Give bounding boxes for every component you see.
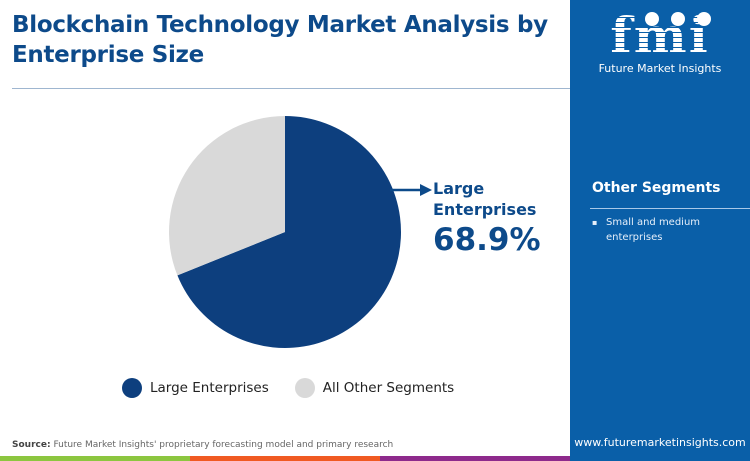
legend-label: All Other Segments [322,380,455,396]
legend-swatch [294,378,315,398]
brand-name: Future Market Insights [598,62,722,75]
pie-slice-all-other-segments [169,116,285,276]
legend-swatch [122,378,142,398]
callout-arrow-icon [390,184,432,196]
callout-label: Large Enterprises [433,179,537,219]
pie-chart [169,116,401,348]
side-panel: fmi Future Market Insights Other Segment… [570,0,750,461]
source-text: Future Market Insights' proprietary fore… [53,440,394,450]
title-divider [12,88,570,89]
callout-value: 68.9% [433,222,541,258]
source-label: Source: [12,440,51,450]
footer-bar-purple [380,456,570,461]
source-note: Source: Future Market Insights' propriet… [12,440,393,450]
pie-slice-large-enterprises [177,116,401,348]
website-link[interactable]: www.futuremarketinsights.com [574,436,746,449]
legend-label: Large Enterprises [150,380,269,396]
other-segments-title: Other Segments [592,180,721,196]
footer-bar-orange [190,456,380,461]
legend-item: Large Enterprises [122,378,269,398]
footer-bar-green [0,456,190,461]
legend: Large Enterprises All Other Segments [122,378,454,398]
other-segments-list: Small and medium enterprises [592,215,722,245]
globe-icons [645,12,711,26]
page-title: Blockchain Technology Market Analysis by… [12,12,548,68]
fmi-logo: fmi Future Market Insights [570,8,750,76]
segments-divider [590,208,750,209]
segment-item: Small and medium enterprises [592,215,722,245]
callout: Large Enterprises 68.9% [433,178,543,260]
legend-item: All Other Segments [294,378,455,398]
footer-color-bar [0,456,570,461]
